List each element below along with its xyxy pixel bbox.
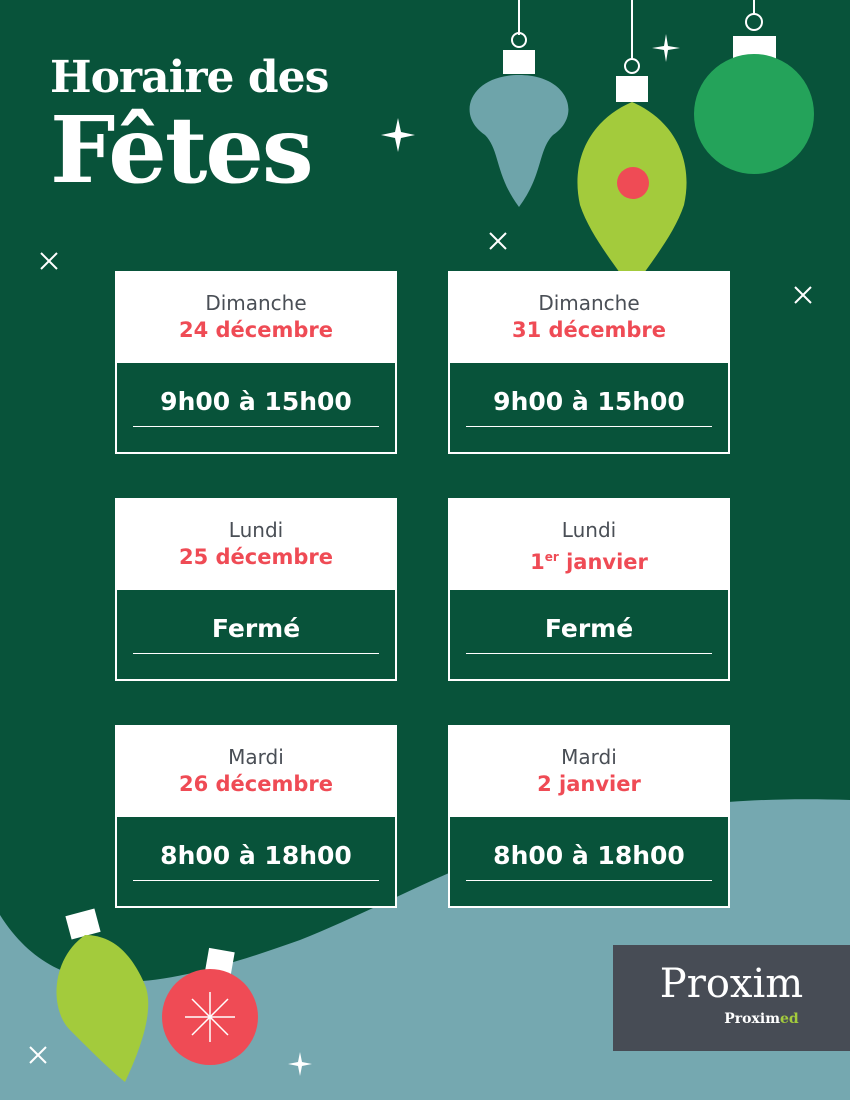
schedule-card: Lundi 1er janvier Fermé: [448, 498, 730, 681]
hours: Fermé: [466, 614, 712, 654]
sparkle-icons: [288, 34, 680, 1076]
hours: 9h00 à 15h00: [133, 387, 379, 427]
ornament-teal-icon: [469, 0, 569, 207]
day: Lundi: [228, 518, 284, 542]
date: 26 décembre: [178, 772, 333, 796]
hours: 8h00 à 18h00: [466, 841, 712, 881]
schedule-card: Mardi 26 décembre 8h00 à 18h00: [115, 725, 397, 908]
schedule-card: Dimanche 31 décembre 9h00 à 15h00: [448, 271, 730, 454]
ornament-red-icon: [162, 947, 258, 1065]
day: Dimanche: [205, 291, 307, 315]
date: 1er janvier: [450, 542, 728, 577]
ornament-lime-icon: [577, 0, 687, 290]
logo-subbrand: Proximed: [673, 1011, 850, 1027]
ornament-lime-bottom-icon: [56, 908, 149, 1082]
day: Lundi: [561, 518, 617, 542]
day: Mardi: [561, 745, 617, 769]
proxim-logo: Proxim Proximed: [613, 945, 850, 1051]
day: Mardi: [228, 745, 284, 769]
day: Dimanche: [538, 291, 640, 315]
ornament-green-grid-icon: [694, 0, 814, 174]
date-month: janvier: [558, 550, 648, 574]
star-cross-icons: [29, 232, 812, 1064]
schedule-card: Dimanche 24 décembre 9h00 à 15h00: [115, 271, 397, 454]
schedule-card: Mardi 2 janvier 8h00 à 18h00: [448, 725, 730, 908]
hours: 8h00 à 18h00: [133, 841, 379, 881]
sub-a: Prox: [724, 1011, 760, 1027]
logo-name: Proxim: [659, 961, 804, 1007]
date: 31 décembre: [511, 318, 666, 342]
hours: 9h00 à 15h00: [466, 387, 712, 427]
schedule-card: Lundi 25 décembre Fermé: [115, 498, 397, 681]
date: 2 janvier: [537, 772, 641, 796]
sub-c: ed: [780, 1011, 799, 1027]
date-ordinal: er: [544, 550, 559, 564]
date: 24 décembre: [178, 318, 333, 342]
date: 25 décembre: [178, 545, 333, 569]
date-number: 1: [530, 550, 545, 574]
hours: Fermé: [133, 614, 379, 654]
title-line-1: Horaire des: [50, 52, 329, 103]
title-line-2: Fêtes: [50, 96, 314, 204]
sub-b: im: [759, 1011, 781, 1027]
